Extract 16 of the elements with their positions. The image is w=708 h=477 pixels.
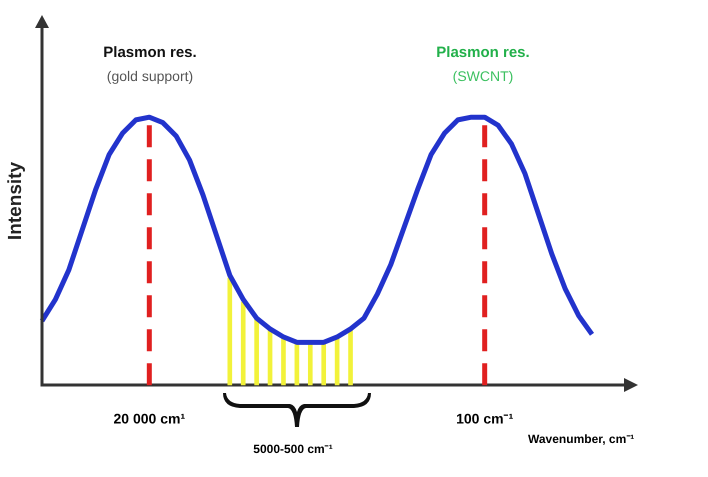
y-axis-title: Intensity bbox=[5, 160, 27, 242]
bar bbox=[281, 336, 286, 386]
bar bbox=[227, 278, 232, 386]
bar bbox=[254, 318, 259, 386]
x-tick-label: 20 000 cm¹ bbox=[114, 410, 186, 426]
text: 5000-500 cm⁻¹ bbox=[252, 441, 334, 457]
bar bbox=[348, 328, 353, 386]
text: (gold support) bbox=[106, 68, 194, 84]
text: Plasmon res. bbox=[102, 44, 198, 61]
x-axis-title: Wavenumber, cm⁻¹ bbox=[528, 431, 634, 447]
bar bbox=[240, 302, 246, 386]
text: (SWCNT) bbox=[452, 68, 514, 84]
text: Plasmon res. bbox=[435, 44, 531, 61]
x-tick-label: 100 cm⁻¹ bbox=[456, 410, 514, 426]
bar bbox=[334, 336, 340, 386]
bar bbox=[268, 328, 272, 386]
